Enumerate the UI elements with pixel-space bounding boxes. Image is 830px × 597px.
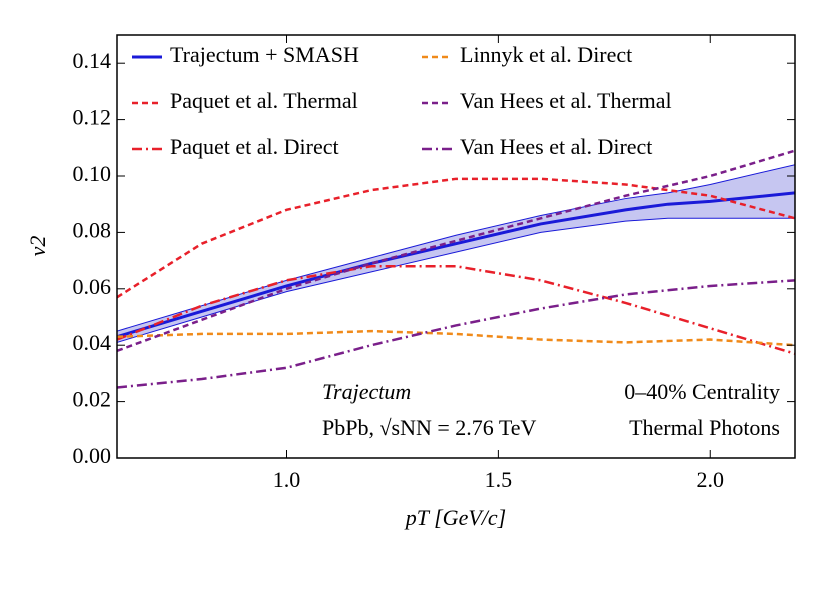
series-line (117, 329, 795, 347)
error-band (117, 164, 795, 343)
legend-label: Paquet et al. Thermal (170, 88, 358, 113)
y-tick-label: 0.10 (73, 161, 112, 186)
legend-label: Van Hees et al. Thermal (460, 88, 672, 113)
legend-label: Linnyk et al. Direct (460, 42, 632, 67)
y-axis-label: v2 (25, 236, 50, 257)
series-line (117, 149, 795, 353)
annotation: 0–40% Centrality (624, 379, 780, 404)
series-line (117, 177, 795, 299)
plot-frame (116, 34, 796, 459)
x-tick-label: 2.0 (697, 467, 725, 492)
annotation: PbPb, √sNN = 2.76 TeV (322, 415, 537, 440)
y-tick-label: 0.00 (73, 443, 112, 468)
legend-label: Paquet et al. Direct (170, 134, 339, 159)
legend-label: Van Hees et al. Direct (460, 134, 652, 159)
y-tick-label: 0.06 (73, 274, 112, 299)
y-tick-label: 0.04 (73, 330, 112, 355)
series-line (117, 264, 795, 355)
y-tick-label: 0.02 (73, 387, 112, 412)
y-tick-label: 0.08 (73, 217, 112, 242)
legend-label: Trajectum + SMASH (170, 42, 359, 67)
y-tick-label: 0.14 (73, 48, 112, 73)
annotation: Trajectum (322, 379, 411, 404)
y-tick-label: 0.12 (73, 105, 112, 130)
series-line (117, 279, 795, 389)
series-line (117, 191, 795, 339)
annotation: Thermal Photons (629, 415, 780, 440)
x-axis-label: pT [GeV/c] (404, 505, 506, 530)
x-tick-label: 1.5 (485, 467, 513, 492)
x-tick-label: 1.0 (273, 467, 301, 492)
